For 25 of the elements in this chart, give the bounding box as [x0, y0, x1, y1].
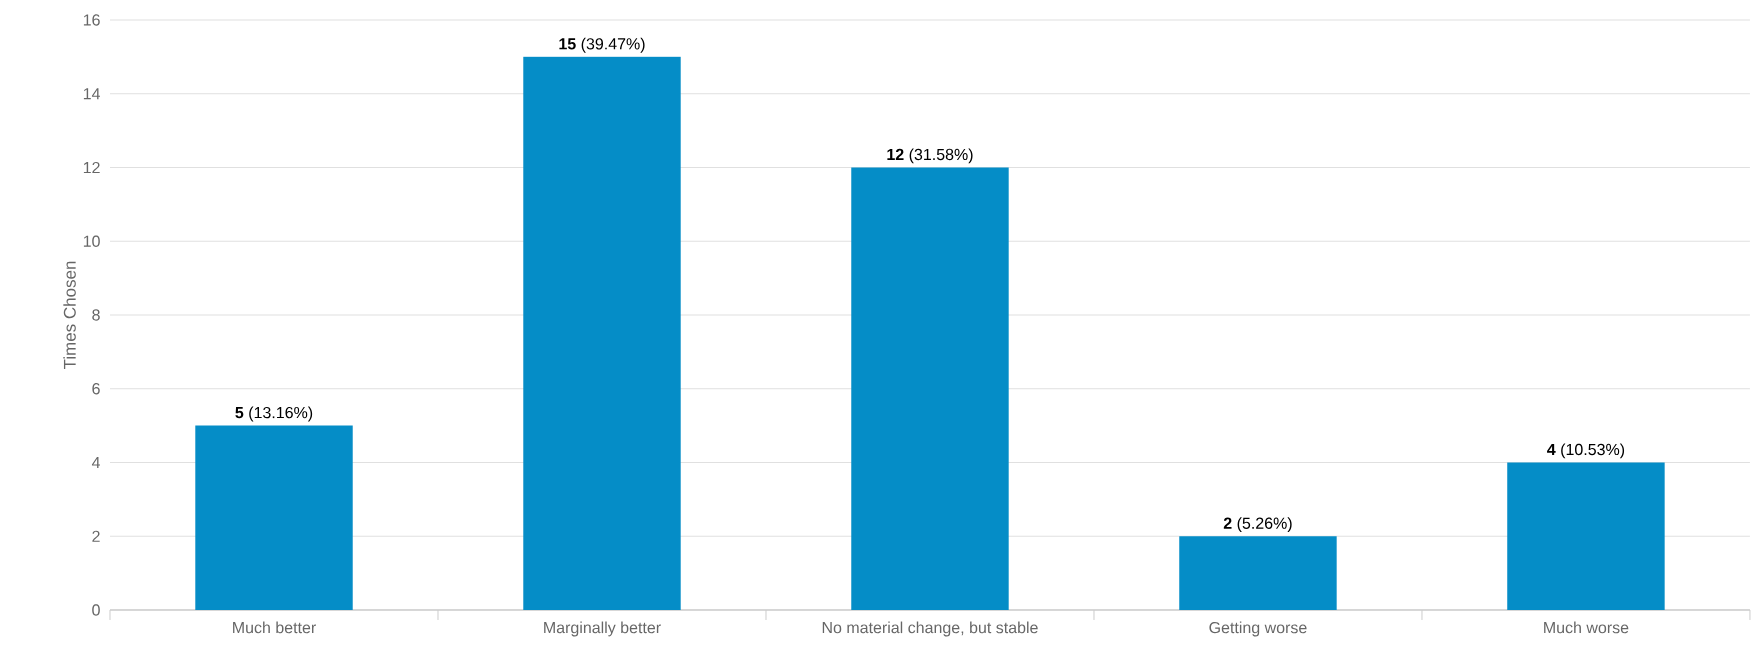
data-label: 4 (10.53%): [1547, 443, 1625, 459]
bar: [851, 167, 1009, 610]
data-label: 5 (13.16%): [235, 406, 313, 422]
y-tick-label: 12: [83, 161, 100, 174]
data-label: 15 (39.47%): [559, 37, 645, 53]
y-tick-label: 6: [92, 383, 100, 395]
data-label: 12 (31.58%): [887, 148, 973, 164]
y-tick-label: 2: [92, 530, 100, 542]
y-tick-label: 4: [91, 456, 101, 468]
bar: [523, 56, 681, 610]
x-tick-label: Marginally better: [544, 621, 661, 637]
y-tick-label: 16: [83, 14, 100, 26]
y-tick-label: 0: [92, 604, 100, 616]
x-tick-label: Getting worse: [1209, 621, 1307, 637]
bar: [1507, 462, 1665, 610]
x-tick-label: Much worse: [1544, 621, 1629, 634]
y-tick-label: 10: [83, 235, 100, 247]
y-axis-title: Times Chosen: [63, 261, 76, 370]
bar: [1179, 536, 1337, 610]
x-tick-label: No material change, but stable: [822, 621, 1038, 637]
x-tick-label: Much better: [233, 621, 316, 634]
y-tick-label: 14: [83, 88, 100, 100]
y-tick-label: 8: [92, 309, 100, 321]
bar: [195, 425, 353, 610]
data-label: 2 (5.26%): [1223, 517, 1292, 533]
